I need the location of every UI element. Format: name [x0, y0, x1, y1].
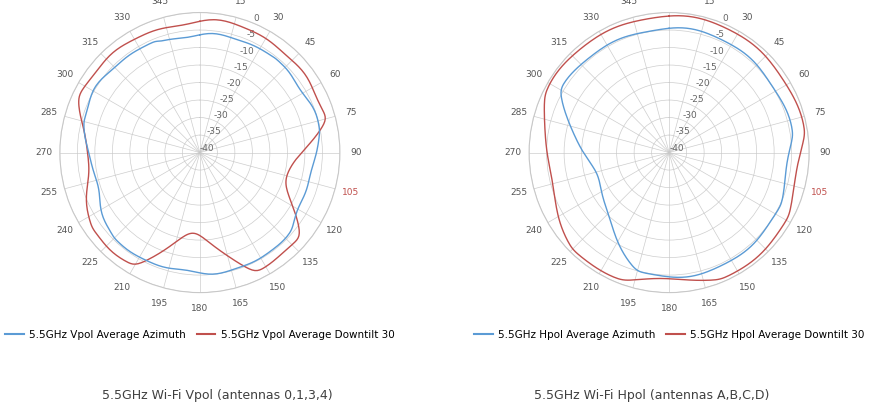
Legend: 5.5GHz Hpol Average Azimuth, 5.5GHz Hpol Average Downtilt 30: 5.5GHz Hpol Average Azimuth, 5.5GHz Hpol… — [470, 326, 868, 344]
Text: 5.5GHz Wi-Fi Hpol (antennas A,B,C,D): 5.5GHz Wi-Fi Hpol (antennas A,B,C,D) — [534, 388, 769, 402]
Text: 5.5GHz Wi-Fi Vpol (antennas 0,1,3,4): 5.5GHz Wi-Fi Vpol (antennas 0,1,3,4) — [102, 388, 333, 402]
Legend: 5.5GHz Vpol Average Azimuth, 5.5GHz Vpol Average Downtilt 30: 5.5GHz Vpol Average Azimuth, 5.5GHz Vpol… — [1, 326, 399, 344]
